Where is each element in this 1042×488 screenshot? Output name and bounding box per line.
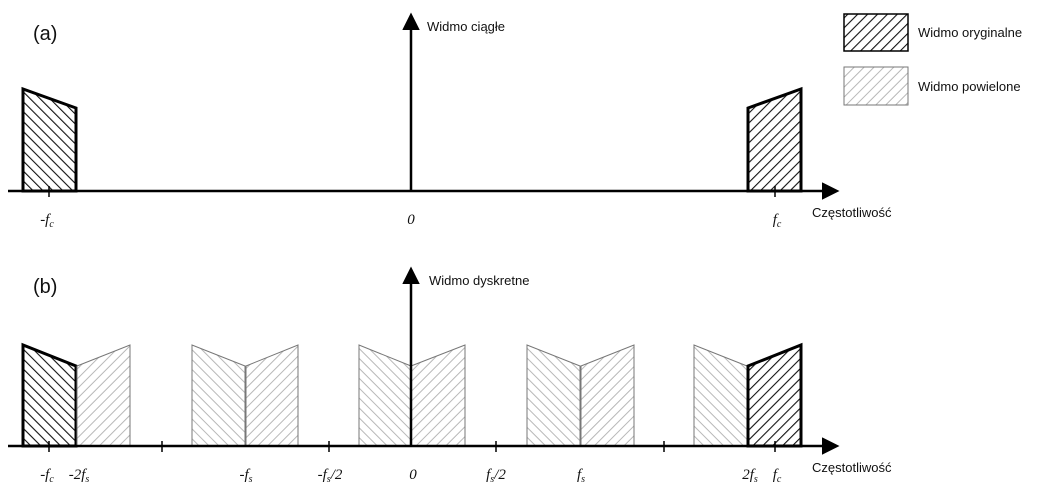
panel-b-replica: [245, 344, 299, 447]
panel-b-x-axis-title: Częstotliwość: [812, 460, 892, 475]
panel-b-tick-label: fs/2: [486, 467, 506, 485]
legend-original-swatch: [843, 13, 909, 52]
panel-b-tick-label: fc: [773, 467, 782, 485]
panel-a-tick-label: fc: [773, 212, 782, 230]
panel-b-replica: [410, 344, 466, 447]
panel-b-replica: [358, 344, 412, 447]
legend-replicated-swatch: [843, 66, 909, 106]
panel-a-axis-title: Widmo ciągłe: [427, 19, 505, 34]
panel-b-tick-label: -2fs: [69, 467, 90, 485]
panel-a-original-left: [21, 86, 78, 193]
legend-replicated-label: Widmo powielone: [918, 79, 1021, 94]
panel-a-tick-labels: -fc 0 fc: [40, 212, 782, 230]
panel-a-tick-label: 0: [407, 212, 415, 228]
panel-a-original-right: [746, 86, 803, 193]
panel-b-replica: [693, 344, 748, 447]
panel-b-replica: [580, 344, 635, 447]
panel-b-replica: [526, 344, 581, 447]
panel-a-tick-label: -fc: [40, 212, 54, 230]
panel-b: (b) Widmo dyskretne Częstotliwość -fc -2f…: [8, 266, 892, 485]
panel-b-tick-labels: -fc -2fs -fs -fs/2 0 fs/2 fs 2fs fc: [40, 467, 782, 485]
panel-b-original-right: [746, 342, 803, 448]
panel-b-replica: [191, 344, 246, 447]
panel-b-tick-label: 2fs: [742, 467, 758, 485]
panel-a: (a) Widmo ciągłe Częstotliwość -fc 0 fc: [8, 12, 892, 230]
panel-b-tick-label: -fs/2: [318, 467, 343, 485]
panel-a-x-axis-title: Częstotliwość: [812, 205, 892, 220]
panel-b-axis-title: Widmo dyskretne: [429, 273, 529, 288]
panel-a-label: (a): [33, 23, 57, 45]
legend-original-label: Widmo oryginalne: [918, 25, 1022, 40]
panel-b-tick-label: fs: [577, 467, 585, 485]
panel-b-tick-label: -fs: [239, 467, 252, 485]
panel-b-original-left: [21, 342, 78, 448]
panel-b-label: (b): [33, 276, 57, 298]
legend: Widmo oryginalne Widmo powielone: [843, 13, 1022, 106]
panel-b-tick-label: 0: [409, 467, 417, 483]
panel-b-tick-label: -fc: [40, 467, 54, 485]
panel-b-replica: [76, 344, 131, 447]
